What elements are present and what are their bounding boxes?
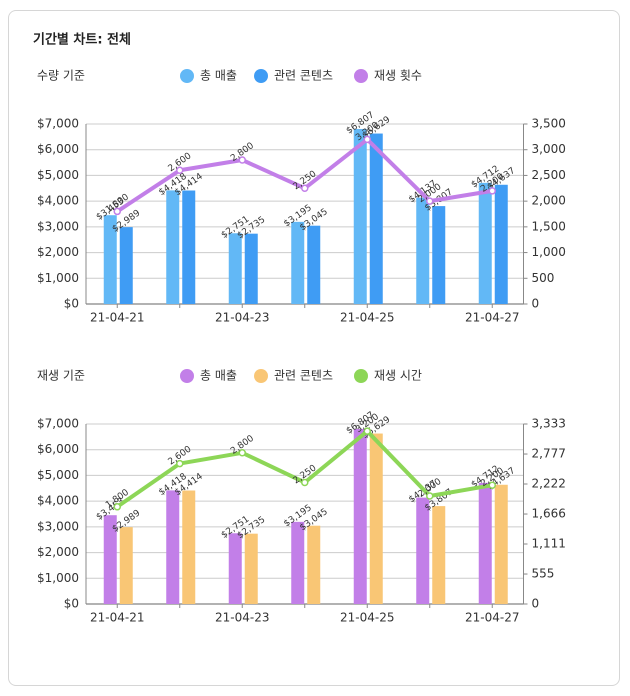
y2-tick-label: 2,000 <box>532 194 566 208</box>
x-tick-label: 21-04-21 <box>90 311 144 325</box>
line-point <box>301 184 309 193</box>
legend-label: 총 매출 <box>200 369 237 383</box>
bar <box>103 215 117 304</box>
bar <box>369 133 383 304</box>
bar <box>291 521 305 604</box>
line-point <box>113 207 121 216</box>
x-tick-label: 21-04-25 <box>340 311 394 325</box>
line-point <box>426 197 434 205</box>
y2-tick-label: 2,222 <box>532 477 566 491</box>
y-tick-label: $0 <box>64 597 79 611</box>
legend-label: 총 매출 <box>200 69 237 83</box>
card <box>8 10 620 686</box>
bar <box>494 484 508 604</box>
legend-marker <box>254 69 268 83</box>
bar <box>228 533 242 604</box>
line-point <box>113 503 121 511</box>
bar <box>416 497 430 604</box>
y2-tick-label: 0 <box>532 297 540 311</box>
line-point <box>426 492 434 500</box>
x-tick-label: 21-04-23 <box>215 311 269 325</box>
y2-tick-label: 3,333 <box>532 417 566 431</box>
x-tick-label: 21-04-23 <box>215 611 269 625</box>
bar <box>182 490 196 604</box>
card-title: 기간별 차트: 전체 <box>33 32 131 48</box>
x-tick-label: 21-04-25 <box>340 611 394 625</box>
bar <box>416 197 430 304</box>
y2-tick-label: 1,000 <box>532 245 566 259</box>
bar <box>353 428 367 604</box>
legend-marker <box>180 69 194 83</box>
legend-marker <box>354 69 368 83</box>
bar <box>353 128 367 304</box>
line-point <box>488 187 496 195</box>
y-tick-label: $0 <box>64 297 79 311</box>
y-tick-label: $2,000 <box>37 245 79 259</box>
legend-marker <box>254 369 268 383</box>
legend-label: 관련 콘텐츠 <box>274 369 333 383</box>
bar <box>369 433 383 604</box>
x-tick-label: 21-04-21 <box>90 611 144 625</box>
bar <box>291 221 305 304</box>
y2-tick-label: 1,500 <box>532 219 566 233</box>
legend-marker <box>354 369 368 383</box>
bar <box>307 525 321 604</box>
y2-tick-label: 0 <box>532 597 540 611</box>
y2-tick-label: 2,500 <box>532 168 566 182</box>
y-tick-label: $6,000 <box>37 442 79 456</box>
line-point <box>238 449 246 457</box>
bar <box>432 206 446 304</box>
y2-tick-label: 3,500 <box>532 117 566 131</box>
bar <box>432 506 446 604</box>
bar <box>494 184 508 304</box>
x-tick-label: 21-04-27 <box>465 611 519 625</box>
legend-label: 재생 횟수 <box>374 69 422 83</box>
line-point <box>176 459 184 468</box>
bar <box>478 482 492 604</box>
y-tick-label: $5,000 <box>37 468 79 482</box>
y-tick-label: $1,000 <box>37 271 79 285</box>
line-point <box>176 166 184 175</box>
y2-tick-label: 1,666 <box>532 507 566 521</box>
y-tick-label: $4,000 <box>37 494 79 508</box>
y-tick-label: $7,000 <box>37 117 79 131</box>
bar <box>244 233 258 304</box>
y-tick-label: $5,000 <box>37 168 79 182</box>
bar <box>166 190 180 304</box>
y2-tick-label: 2,777 <box>532 447 566 461</box>
line-point <box>363 135 371 144</box>
y-tick-label: $4,000 <box>37 194 79 208</box>
y-tick-label: $1,000 <box>37 571 79 585</box>
bar <box>182 190 196 304</box>
line-point <box>238 156 246 164</box>
y2-tick-label: 555 <box>532 567 555 581</box>
legend-label: 재생 시간 <box>374 369 422 383</box>
bar <box>119 227 133 304</box>
line-point <box>363 427 371 435</box>
bar <box>103 515 117 604</box>
legend-marker <box>180 369 194 383</box>
line-point <box>301 478 309 487</box>
y2-tick-label: 3,000 <box>532 142 566 156</box>
bar <box>244 533 258 604</box>
bar <box>119 527 133 604</box>
chart-subtitle: 수량 기준 <box>37 69 85 83</box>
y-tick-label: $2,000 <box>37 545 79 559</box>
y2-tick-label: 500 <box>532 271 555 285</box>
bar <box>307 225 321 304</box>
legend-label: 관련 콘텐츠 <box>274 69 333 83</box>
y-tick-label: $6,000 <box>37 142 79 156</box>
bar <box>166 490 180 604</box>
y-tick-label: $7,000 <box>37 417 79 431</box>
bar <box>478 182 492 304</box>
chart-subtitle: 재생 기준 <box>37 369 85 383</box>
line-point <box>488 481 496 489</box>
x-tick-label: 21-04-27 <box>465 311 519 325</box>
y-tick-label: $3,000 <box>37 519 79 533</box>
y2-tick-label: 1,111 <box>532 537 566 551</box>
bar <box>228 233 242 304</box>
y-tick-label: $3,000 <box>37 219 79 233</box>
